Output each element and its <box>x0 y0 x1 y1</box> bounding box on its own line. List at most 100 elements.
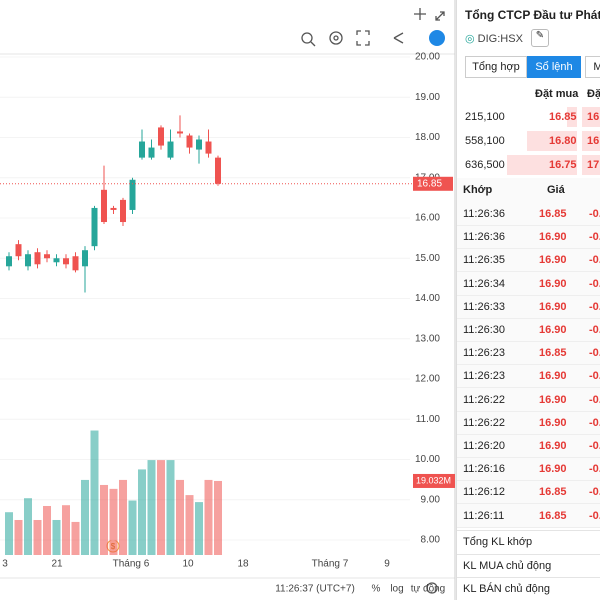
x-tick-label: 3 <box>2 559 8 570</box>
x-tick-label: Tháng 6 <box>113 559 150 570</box>
book-volume: 558,100 <box>465 135 505 147</box>
y-tick-label: 11.00 <box>416 414 441 425</box>
tab[interactable]: Mu <box>585 56 600 78</box>
volume-bar <box>62 505 70 555</box>
candle-body <box>25 254 31 267</box>
y-tick-label: 19.00 <box>415 92 440 103</box>
x-tick-label: 9 <box>384 559 390 570</box>
add-icon[interactable] <box>414 8 426 20</box>
trade-time: 11:26:35 <box>463 254 506 267</box>
volume-bar <box>100 484 108 555</box>
toolbar-icons[interactable] <box>301 8 445 594</box>
volume-bar <box>5 512 13 555</box>
x-tick-label: 21 <box>51 559 63 570</box>
candle-body <box>101 189 107 223</box>
trade-price: 16.90 <box>539 300 567 313</box>
volume-bar <box>43 505 51 555</box>
symbol-text: DIG:HSX <box>477 33 523 45</box>
book-ask: 16. <box>587 135 600 147</box>
tab[interactable]: Tổng hợp <box>465 56 527 78</box>
trade-price: 16.90 <box>539 277 567 290</box>
percent-toggle[interactable]: % <box>372 584 381 595</box>
book-price: 16.80 <box>549 135 577 147</box>
trade-change: -0. <box>589 254 600 267</box>
volume-bar <box>52 519 61 555</box>
trade-time: 11:26:11 <box>463 509 505 522</box>
trades-bg <box>457 178 600 528</box>
book-bar <box>582 131 600 151</box>
volume-bar <box>176 479 184 555</box>
candle-body <box>148 147 155 158</box>
side-panel: Tổng CTCP Đầu tư Phát t ◎ DIG:HSX ✎ Tổng… <box>456 0 600 600</box>
trade-price: 16.85 <box>539 509 567 522</box>
trade-time: 11:26:22 <box>463 393 506 406</box>
trade-price: 16.90 <box>539 440 567 452</box>
trade-row <box>457 364 600 389</box>
trade-change: -0. <box>589 370 600 383</box>
auto-toggle[interactable]: tự động <box>411 584 446 595</box>
book-price: 16.75 <box>549 159 577 171</box>
trade-price: 16.90 <box>539 393 567 406</box>
trade-time: 11:26:30 <box>463 324 506 336</box>
book-ask: 16. <box>587 111 600 123</box>
logo <box>429 30 445 46</box>
total-label: Tổng KL khớp <box>463 536 533 548</box>
trade-price: 16.90 <box>539 370 567 383</box>
log-toggle[interactable]: log <box>390 584 403 595</box>
zoom-icon[interactable] <box>301 32 313 44</box>
volume-bar <box>195 502 203 555</box>
company-title: Tổng CTCP Đầu tư Phát t <box>465 8 600 22</box>
trade-price: 16.85 <box>539 486 567 499</box>
book-volume: 215,100 <box>465 111 505 123</box>
book-header: Đặt mua <box>535 88 579 100</box>
fullscreen-icon[interactable] <box>356 30 370 46</box>
symbol: ◎ DIG:HSX <box>465 33 523 45</box>
trade-header: Khớp <box>463 184 493 196</box>
trade-change: -0. <box>589 300 600 313</box>
chart: $ 11:26:37 (UTC+7) % log tự động 20.0019… <box>0 0 456 600</box>
trade-time: 11:26:22 <box>463 416 506 429</box>
trade-header: Giá <box>547 184 565 196</box>
y-tick-label: 18.00 <box>415 132 440 143</box>
trade-time: 11:26:12 <box>463 486 506 499</box>
trade-price: 16.90 <box>539 463 567 476</box>
y-tick-label: 20.00 <box>415 52 440 63</box>
book-volume: 636,500 <box>465 159 505 171</box>
candle-body <box>91 207 98 247</box>
candle-body <box>177 131 183 134</box>
candle-body <box>63 258 69 265</box>
trade-change: -0. <box>589 208 600 220</box>
gear-icon[interactable] <box>426 582 438 594</box>
edit-button[interactable]: ✎ <box>531 29 549 47</box>
candle-body <box>15 244 22 257</box>
footer-time: 11:26:37 (UTC+7) <box>275 584 355 595</box>
trade-row <box>457 272 600 296</box>
volume-bar <box>157 460 165 555</box>
share-icon[interactable] <box>393 32 404 44</box>
y-tick-label: 16.00 <box>415 213 440 224</box>
volume-bar <box>24 498 32 555</box>
volume-bar <box>138 469 146 555</box>
trade-row <box>457 341 600 366</box>
expand-icon[interactable] <box>435 11 445 21</box>
book-bar <box>507 155 577 175</box>
volume-bar <box>128 500 137 555</box>
y-tick-label: 12.00 <box>415 374 440 385</box>
x-tick-label: 18 <box>237 559 249 570</box>
x-tick-label: Tháng 7 <box>312 559 349 570</box>
trade-row <box>457 388 600 412</box>
trade-change: -0. <box>589 324 600 336</box>
y-tick-label: 15.00 <box>415 253 440 264</box>
trade-change: -0. <box>589 463 600 476</box>
candle-body <box>120 199 126 223</box>
x-tick-label: 10 <box>182 559 194 570</box>
trade-price: 16.85 <box>539 347 567 360</box>
trade-change: -0. <box>589 509 600 522</box>
settings-icon[interactable] <box>329 31 343 45</box>
volume-bar <box>214 480 222 555</box>
tab[interactable]: Sổ lệnh <box>527 56 581 78</box>
candle-body <box>205 141 212 154</box>
trade-change: -0. <box>589 277 600 290</box>
trade-price: 16.90 <box>539 416 567 429</box>
book-price: 16.85 <box>549 111 577 123</box>
